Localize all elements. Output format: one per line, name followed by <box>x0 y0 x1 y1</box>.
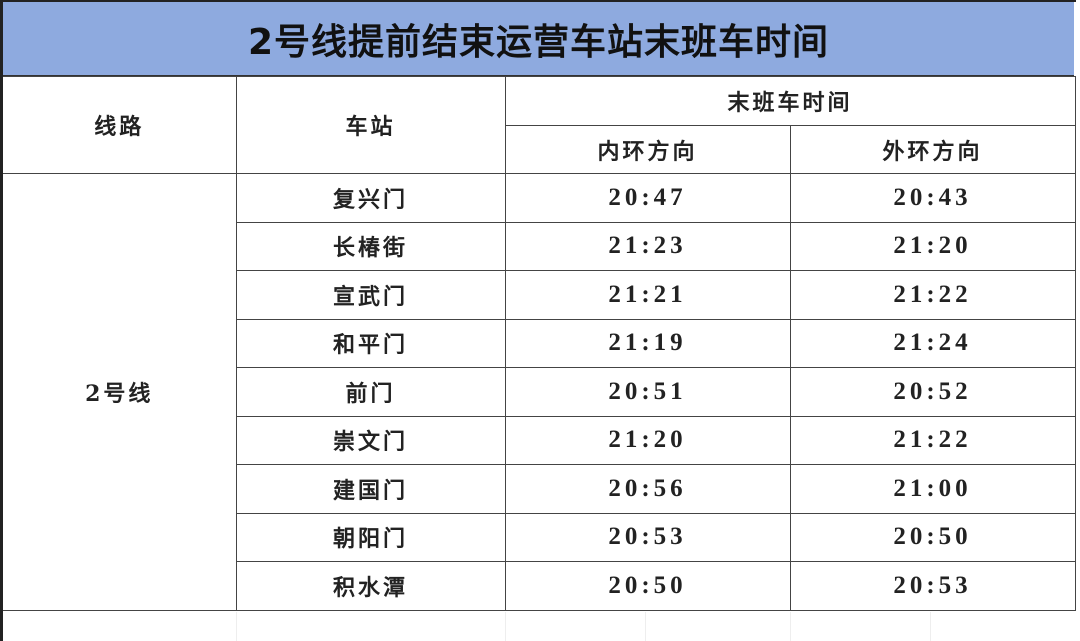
inner-time-cell: 20:56 <box>504 464 791 514</box>
outer-time-cell: 21:22 <box>789 415 1076 465</box>
table-row: 宣武门 21:21 21:22 <box>3 270 1076 320</box>
faint-divider <box>505 612 506 641</box>
outer-time-cell: 20:53 <box>789 561 1076 611</box>
outer-time-cell: 21:24 <box>789 318 1076 368</box>
station-cell: 长椿街 <box>235 221 506 271</box>
header-last-train: 末班车时间 <box>504 76 1076 126</box>
inner-time-cell: 21:23 <box>504 221 791 271</box>
header-outer-direction: 外环方向 <box>789 125 1076 174</box>
faint-divider <box>236 612 237 641</box>
station-cell: 复兴门 <box>235 173 506 223</box>
table-row: 长椿街 21:23 21:20 <box>3 221 1076 271</box>
inner-time-cell: 21:20 <box>504 415 791 465</box>
table-row: 积水潭 20:50 20:53 <box>3 561 1076 611</box>
last-train-table: 线路 车站 末班车时间 内环方向 外环方向 2号线 复兴门 20:47 20:43 长椿… <box>3 76 1076 611</box>
table-row: 建国门 20:56 21:00 <box>3 464 1076 514</box>
outer-time-cell: 20:50 <box>789 512 1076 562</box>
faint-divider <box>790 612 791 641</box>
inner-time-cell: 20:50 <box>504 561 791 611</box>
outer-time-cell: 20:52 <box>789 367 1076 417</box>
header-inner-direction: 内环方向 <box>504 125 791 174</box>
faint-divider <box>930 612 931 641</box>
inner-time-cell: 21:19 <box>504 318 791 368</box>
outer-time-cell: 21:22 <box>789 270 1076 320</box>
inner-time-cell: 20:53 <box>504 512 791 562</box>
table-row: 崇文门 21:20 21:22 <box>3 415 1076 465</box>
station-cell: 宣武门 <box>235 270 506 320</box>
station-cell: 朝阳门 <box>235 512 506 562</box>
header-station: 车站 <box>235 76 506 174</box>
station-cell: 积水潭 <box>235 561 506 611</box>
outer-time-cell: 20:43 <box>789 173 1076 223</box>
page-title: 2号线提前结束运营车站末班车时间 <box>3 2 1074 77</box>
station-cell: 和平门 <box>235 318 506 368</box>
inner-time-cell: 21:21 <box>504 270 791 320</box>
inner-time-cell: 20:47 <box>504 173 791 223</box>
header-line: 线路 <box>3 76 237 174</box>
outer-time-cell: 21:20 <box>789 221 1076 271</box>
line-name-cell: 2号线 <box>3 173 237 611</box>
station-cell: 前门 <box>235 367 506 417</box>
table-row: 前门 20:51 20:52 <box>3 367 1076 417</box>
table-row: 2号线 复兴门 20:47 20:43 <box>3 173 1076 611</box>
inner-time-cell: 20:51 <box>504 367 791 417</box>
faint-divider <box>645 612 646 641</box>
outer-time-cell: 21:00 <box>789 464 1076 514</box>
station-cell: 崇文门 <box>235 415 506 465</box>
station-cell: 建国门 <box>235 464 506 514</box>
